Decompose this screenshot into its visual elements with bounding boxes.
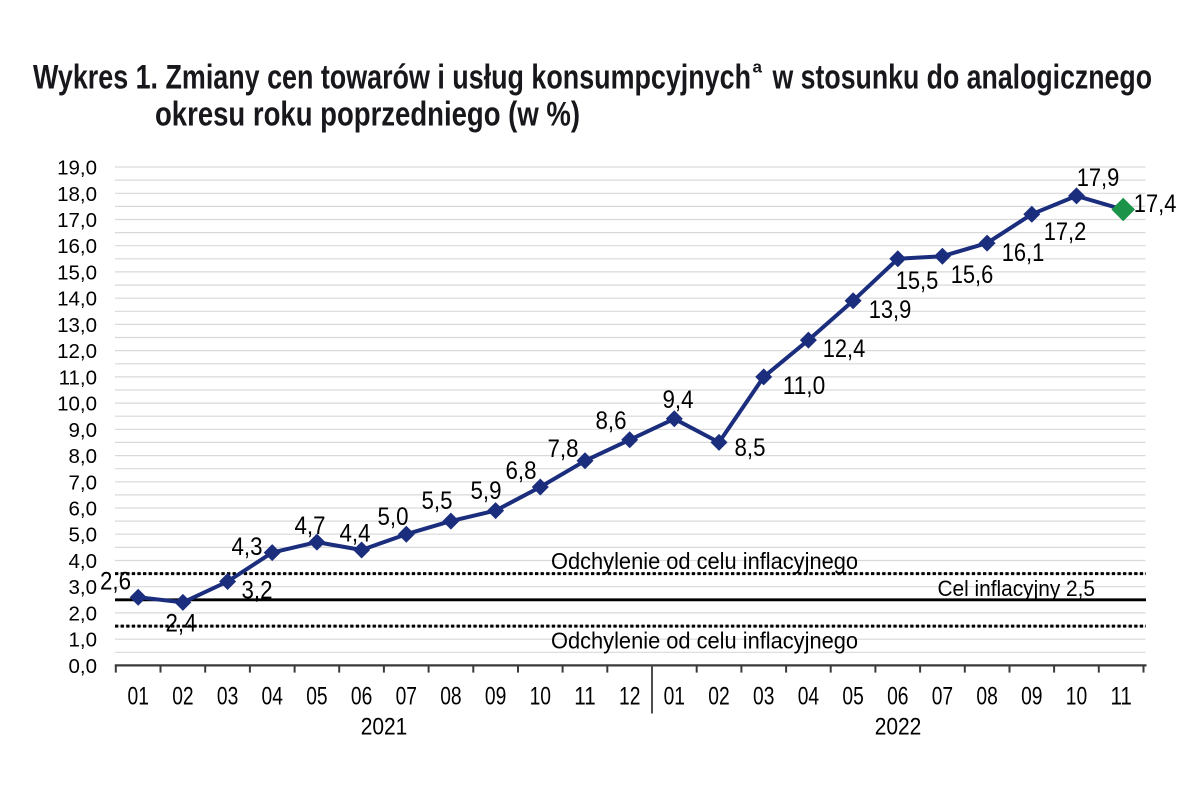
svg-text:0,0: 0,0: [69, 655, 98, 678]
svg-text:04: 04: [262, 682, 283, 710]
svg-text:03: 03: [217, 682, 238, 710]
svg-text:13,9: 13,9: [869, 296, 912, 324]
svg-text:11: 11: [574, 682, 595, 710]
svg-text:15,0: 15,0: [57, 261, 97, 284]
svg-text:a: a: [753, 58, 763, 77]
svg-text:13,0: 13,0: [57, 314, 97, 337]
svg-text:06: 06: [351, 682, 372, 710]
svg-text:7,0: 7,0: [69, 471, 98, 494]
svg-text:03: 03: [753, 682, 774, 710]
svg-text:18,0: 18,0: [57, 183, 97, 206]
svg-text:01: 01: [128, 682, 149, 710]
svg-text:15,6: 15,6: [951, 261, 994, 289]
svg-text:6,8: 6,8: [506, 457, 537, 485]
svg-text:2,6: 2,6: [100, 568, 131, 596]
svg-text:Wykres 1. Zmiany cen towarów i: Wykres 1. Zmiany cen towarów i usług kon…: [33, 59, 751, 97]
svg-text:11,0: 11,0: [783, 372, 826, 400]
svg-text:17,9: 17,9: [1077, 164, 1120, 192]
svg-text:11: 11: [1111, 682, 1132, 710]
svg-text:3,0: 3,0: [69, 576, 98, 599]
svg-text:11,0: 11,0: [59, 366, 97, 389]
svg-text:Cel inflacyjny 2,5: Cel inflacyjny 2,5: [938, 576, 1096, 601]
svg-text:04: 04: [798, 682, 819, 710]
svg-text:5,0: 5,0: [378, 503, 409, 531]
svg-text:2,4: 2,4: [166, 610, 197, 638]
svg-text:15,5: 15,5: [896, 267, 939, 295]
svg-text:8,5: 8,5: [735, 434, 766, 462]
svg-text:3,2: 3,2: [242, 577, 273, 605]
svg-text:08: 08: [976, 682, 997, 710]
svg-text:17,0: 17,0: [57, 209, 97, 232]
svg-text:14,0: 14,0: [57, 288, 97, 311]
svg-text:9,4: 9,4: [663, 386, 694, 414]
svg-text:12: 12: [619, 682, 640, 710]
svg-text:2021: 2021: [361, 714, 408, 741]
svg-text:05: 05: [842, 682, 863, 710]
svg-text:09: 09: [1021, 682, 1042, 710]
svg-text:12,0: 12,0: [57, 340, 97, 363]
svg-text:08: 08: [440, 682, 461, 710]
svg-text:4,3: 4,3: [232, 533, 263, 561]
svg-text:7,8: 7,8: [548, 435, 579, 463]
svg-text:02: 02: [172, 682, 193, 710]
svg-text:06: 06: [887, 682, 908, 710]
svg-text:05: 05: [306, 682, 327, 710]
svg-text:4,7: 4,7: [295, 512, 326, 540]
svg-text:6,0: 6,0: [69, 498, 98, 521]
svg-text:09: 09: [485, 682, 506, 710]
svg-text:2022: 2022: [875, 714, 922, 741]
svg-text:w stosunku do analogicznego: w stosunku do analogicznego: [772, 59, 1152, 97]
svg-text:16,0: 16,0: [57, 235, 97, 258]
svg-text:4,0: 4,0: [69, 550, 98, 573]
svg-text:17,2: 17,2: [1044, 218, 1087, 246]
svg-text:1,0: 1,0: [69, 629, 98, 652]
svg-text:10,0: 10,0: [57, 393, 97, 416]
svg-text:12,4: 12,4: [823, 335, 866, 363]
svg-text:9,0: 9,0: [69, 419, 98, 442]
svg-text:5,9: 5,9: [471, 477, 502, 505]
svg-text:16,1: 16,1: [1002, 239, 1045, 267]
svg-text:5,5: 5,5: [422, 487, 453, 515]
svg-text:17,4: 17,4: [1134, 190, 1177, 218]
svg-text:4,4: 4,4: [340, 520, 371, 548]
svg-text:19,0: 19,0: [57, 157, 97, 180]
svg-text:07: 07: [932, 682, 953, 710]
svg-text:2,0: 2,0: [69, 602, 98, 625]
svg-text:8,6: 8,6: [596, 407, 627, 435]
svg-text:okresu roku poprzedniego (w %): okresu roku poprzedniego (w %): [155, 96, 580, 134]
svg-text:5,0: 5,0: [69, 524, 98, 547]
svg-text:Odchylenie od celu inflacyjneg: Odchylenie od celu inflacyjnego: [551, 628, 858, 654]
svg-text:01: 01: [664, 682, 685, 710]
svg-text:02: 02: [708, 682, 729, 710]
svg-text:Odchylenie od celu inflacyjneg: Odchylenie od celu inflacyjnego: [551, 548, 858, 574]
svg-text:07: 07: [396, 682, 417, 710]
svg-text:10: 10: [1066, 682, 1087, 710]
svg-text:8,0: 8,0: [69, 445, 98, 468]
svg-text:10: 10: [530, 682, 551, 710]
